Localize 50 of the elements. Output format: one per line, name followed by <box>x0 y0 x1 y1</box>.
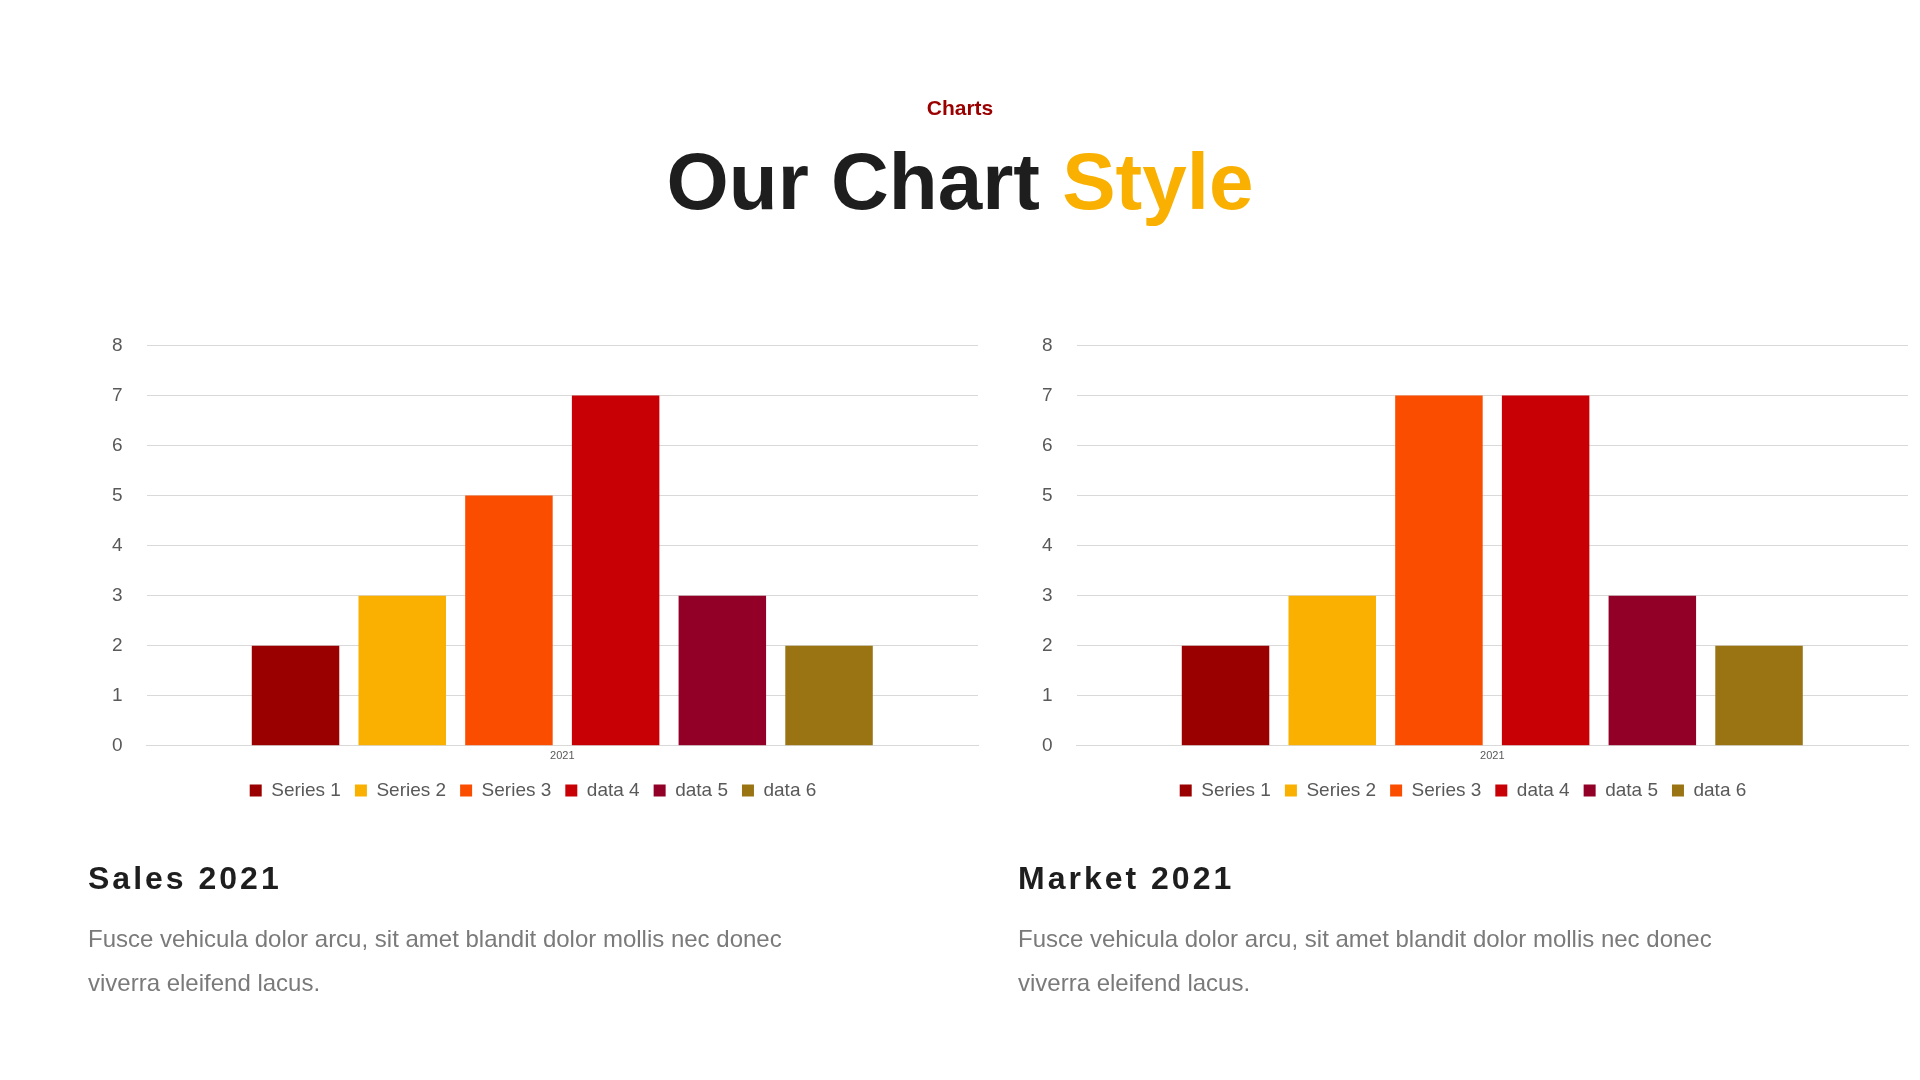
bar <box>1608 595 1697 746</box>
bar <box>678 595 767 746</box>
x-tick-label: 2021 <box>550 749 575 762</box>
legend-label: data 5 <box>1605 778 1658 800</box>
x-tick-label: 2021 <box>1480 749 1505 762</box>
y-tick-label: 2 <box>1041 633 1053 655</box>
bar <box>1501 395 1590 746</box>
legend-label: Series 1 <box>1201 778 1271 800</box>
legend-label: Series 2 <box>376 778 447 800</box>
legend-label: data 6 <box>763 778 817 800</box>
bar <box>1288 595 1376 746</box>
y-tick-label: 6 <box>1041 433 1053 455</box>
bar <box>785 645 873 746</box>
y-tick-label: 3 <box>111 583 123 605</box>
bar <box>1395 395 1483 746</box>
y-tick-label: 8 <box>111 333 123 355</box>
legend-label: data 5 <box>675 778 728 800</box>
y-tick-label: 8 <box>1041 333 1053 355</box>
text: Sales 2021 <box>88 860 283 897</box>
y-tick-label: 6 <box>111 433 123 455</box>
y-tick-label: 5 <box>1041 483 1053 505</box>
legend-label: Series 2 <box>1306 778 1377 800</box>
text: Our Chart Style <box>666 137 1254 226</box>
legend-label: data 4 <box>1516 778 1571 800</box>
y-tick-label: 5 <box>111 483 123 505</box>
y-tick-label: 2 <box>111 633 123 655</box>
y-tick-label: 0 <box>1041 734 1053 756</box>
text: Fusce vehicula dolor arcu, sit amet blandit dolor mollis nec donec viverra eleifend lacus. <box>88 924 783 998</box>
text: Charts <box>925 95 995 120</box>
y-tick-label: 1 <box>1041 683 1053 705</box>
y-tick-label: 7 <box>111 383 123 405</box>
bar <box>1715 645 1803 746</box>
y-tick-label: 1 <box>111 683 123 705</box>
text: Fusce vehicula dolor arcu, sit amet blandit dolor mollis nec donec viverra eleifend lacus. <box>1018 924 1713 998</box>
bar <box>465 495 553 746</box>
legend-label: Series 1 <box>271 778 341 800</box>
bar <box>358 595 446 746</box>
y-tick-label: 0 <box>111 734 123 756</box>
bar <box>251 645 340 746</box>
bar <box>1181 645 1270 746</box>
legend-label: data 6 <box>1693 778 1747 800</box>
legend-label: Series 3 <box>1411 778 1482 800</box>
y-tick-label: 4 <box>111 533 123 555</box>
y-tick-label: 7 <box>1041 383 1053 405</box>
y-tick-label: 4 <box>1041 533 1053 555</box>
bar <box>571 395 660 746</box>
text: Market 2021 <box>1018 860 1236 897</box>
legend-label: data 4 <box>586 778 641 800</box>
y-tick-label: 3 <box>1041 583 1053 605</box>
legend-label: Series 3 <box>481 778 552 800</box>
